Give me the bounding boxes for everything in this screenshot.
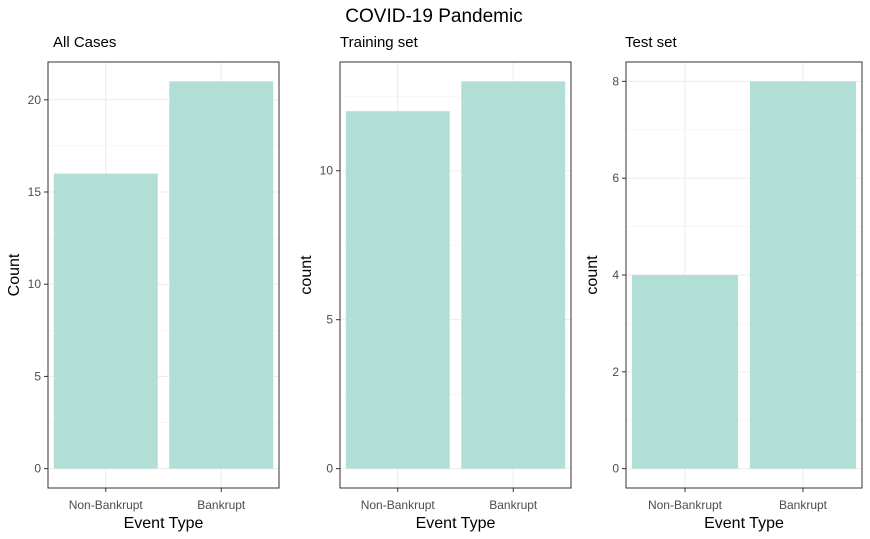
y-tick-label: 4 xyxy=(612,268,619,282)
x-axis-title: Event Type xyxy=(704,515,784,532)
panel-frame xyxy=(339,61,572,489)
panel-1: 0 5 10 15 20 Non-Bankrupt Bankrupt All Cases Eve… xyxy=(6,34,280,532)
x-axis-title: Event Type xyxy=(416,515,496,532)
x-tick-label: Non-Bankrupt xyxy=(648,498,723,512)
x-tick-label: Non-Bankrupt xyxy=(361,498,436,512)
y-tick-label: 0 xyxy=(612,462,619,476)
y-tick-label: 5 xyxy=(34,369,41,383)
y-tick-label: 6 xyxy=(612,171,619,185)
y-axis-title: count xyxy=(298,255,315,295)
y-tick-label: 10 xyxy=(320,164,334,178)
panel-2: 0 5 10 Non-Bankrupt Bankrupt Training set Even… xyxy=(298,34,572,532)
bar-non-bankrupt xyxy=(53,173,158,469)
y-tick-label: 15 xyxy=(28,185,42,199)
bar-non-bankrupt xyxy=(345,111,450,469)
y-tick-label: 0 xyxy=(34,462,41,476)
y-tick-label: 5 xyxy=(326,313,333,327)
x-tick-label: Bankrupt xyxy=(779,498,828,512)
y-tick-label: 2 xyxy=(612,365,619,379)
x-tick-label: Non-Bankrupt xyxy=(69,498,144,512)
y-tick-label: 0 xyxy=(326,462,333,476)
y-axis-title: Count xyxy=(6,253,23,296)
y-tick-label: 20 xyxy=(28,93,42,107)
panel-3: 0 2 4 6 8 Non-Bankrupt Bankrupt Test set Event T… xyxy=(584,34,863,532)
bar-bankrupt xyxy=(749,81,857,469)
bar-bankrupt xyxy=(169,81,274,469)
bar-bankrupt xyxy=(461,81,566,469)
panel-title: Test set xyxy=(625,34,678,51)
y-tick-label: 8 xyxy=(612,74,619,88)
y-axis-title: count xyxy=(584,255,601,295)
y-tick-label: 10 xyxy=(28,277,42,291)
x-axis-title: Event Type xyxy=(124,515,204,532)
panel-title: Training set xyxy=(340,34,419,51)
figure-title: COVID-19 Pandemic xyxy=(345,6,522,27)
panel-title: All Cases xyxy=(53,34,116,51)
bar-non-bankrupt xyxy=(631,275,739,469)
x-tick-label: Bankrupt xyxy=(489,498,538,512)
x-tick-label: Bankrupt xyxy=(197,498,246,512)
panel-frame xyxy=(47,61,280,489)
